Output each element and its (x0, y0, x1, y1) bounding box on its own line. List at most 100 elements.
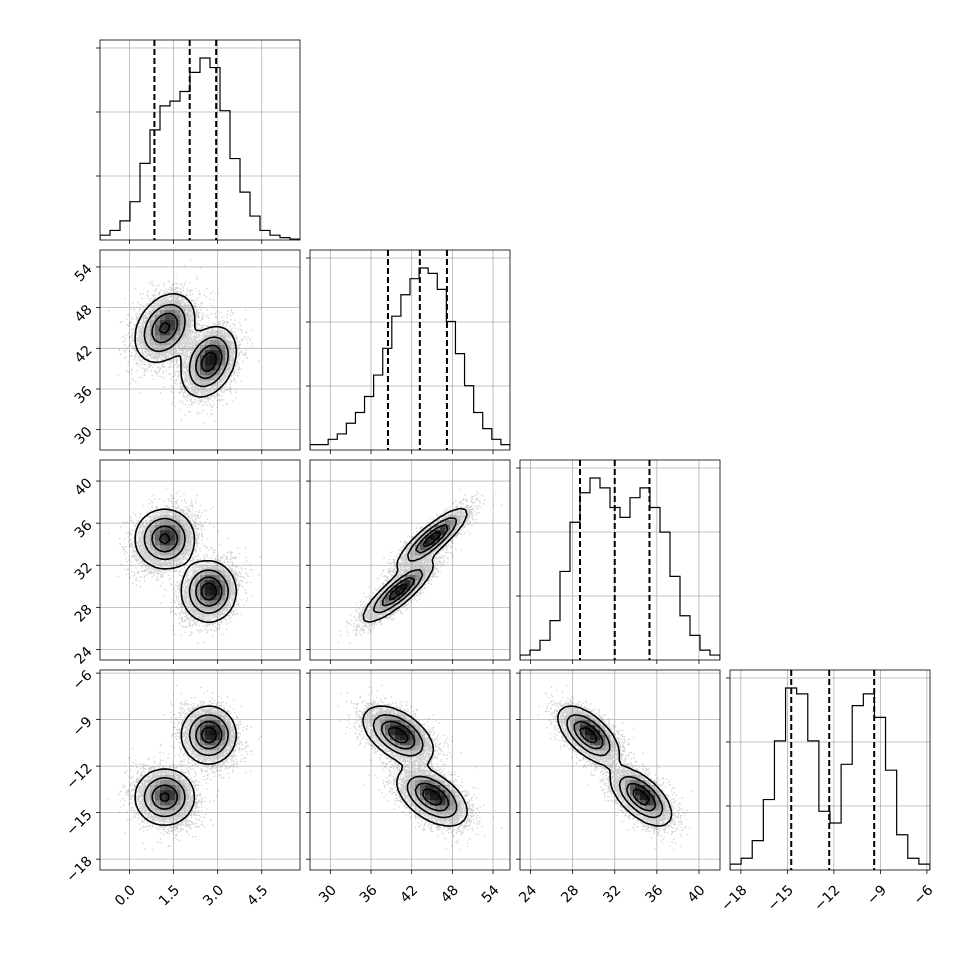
density-cell (205, 720, 211, 726)
density-cell (405, 730, 411, 736)
density-cell (210, 740, 216, 746)
density-cell (460, 505, 466, 511)
density-cell (160, 335, 166, 341)
density-cell (220, 745, 226, 751)
density-cell (430, 545, 436, 551)
density-cell (415, 585, 421, 591)
density-cell (415, 740, 421, 746)
density-cell (180, 320, 186, 326)
density-cell (195, 710, 201, 716)
density-cell (225, 600, 231, 606)
density-cell (585, 730, 591, 736)
density-cell (445, 790, 451, 796)
density-cell (185, 320, 191, 326)
density-cell (390, 745, 396, 751)
density-cell (175, 340, 181, 346)
density-cell (400, 735, 406, 741)
density-cell (450, 810, 456, 816)
density-cell (185, 360, 191, 366)
density-cell (180, 530, 186, 536)
density-cell (175, 530, 181, 536)
density-cell (180, 515, 186, 521)
density-cell (170, 325, 176, 331)
density-cell (630, 770, 636, 776)
density-cell (165, 305, 171, 311)
density-cell (230, 580, 236, 586)
density-cell (425, 805, 431, 811)
density-cell (445, 520, 451, 526)
density-cell (450, 795, 456, 801)
density-cell (580, 725, 586, 731)
density-cell (185, 310, 191, 316)
density-cell (640, 805, 646, 811)
density-cell (405, 585, 411, 591)
y-tick-label: 36 (72, 383, 96, 407)
density-cell (420, 795, 426, 801)
density-cell (200, 725, 206, 731)
density-cell (640, 770, 646, 776)
scatter-point (337, 684, 503, 851)
density-cell (170, 775, 176, 781)
density-cell (560, 715, 566, 721)
density-cell (450, 790, 456, 796)
density-cell (370, 600, 376, 606)
density-cell (160, 345, 166, 351)
density-cell (140, 320, 146, 326)
density-cell (455, 785, 461, 791)
density-cell (160, 520, 166, 526)
density-cell (185, 315, 191, 321)
density-cell (405, 780, 411, 786)
contour-line (380, 720, 450, 812)
density-cell (205, 705, 211, 711)
density-cell (190, 595, 196, 601)
density-cell (150, 550, 156, 556)
density-cell (170, 345, 176, 351)
density-cell (420, 760, 426, 766)
x-tick-label: 36 (357, 882, 381, 906)
density-cell (200, 565, 206, 571)
y-tick-label: 30 (72, 424, 96, 448)
density-cell (580, 735, 586, 741)
density-cell (390, 715, 396, 721)
density-cell (585, 725, 591, 731)
density-cell (655, 805, 661, 811)
density-cell (570, 705, 576, 711)
density-cell (145, 540, 151, 546)
density-cell (215, 710, 221, 716)
density-cell (640, 795, 646, 801)
density-cell (215, 735, 221, 741)
density-cell (215, 590, 221, 596)
density-cell (425, 735, 431, 741)
density-cell (155, 790, 161, 796)
density-cell (145, 800, 151, 806)
density-cell (195, 565, 201, 571)
density-cell (215, 325, 221, 331)
density-cell (635, 775, 641, 781)
density-cell (420, 785, 426, 791)
density-cell (155, 560, 161, 566)
density-cell (230, 340, 236, 346)
density-cell (230, 360, 236, 366)
panel-frame (99, 39, 301, 241)
density-cell (460, 810, 466, 816)
density-cell (615, 750, 621, 756)
density-cell (145, 330, 151, 336)
density-cell (180, 340, 186, 346)
density-cell (460, 815, 466, 821)
density-cell (420, 765, 426, 771)
density-cell (225, 580, 231, 586)
density-cell (410, 760, 416, 766)
density-cell (175, 540, 181, 546)
density-cell (455, 810, 461, 816)
density-cell (595, 735, 601, 741)
density-cell (425, 790, 431, 796)
density-cell (180, 810, 186, 816)
density-cell (450, 525, 456, 531)
density-cell (460, 800, 466, 806)
density-cell (395, 580, 401, 586)
density-cell (415, 805, 421, 811)
density-cell (670, 810, 676, 816)
density-cell (180, 805, 186, 811)
density-cell (625, 775, 631, 781)
density-cell (215, 745, 221, 751)
